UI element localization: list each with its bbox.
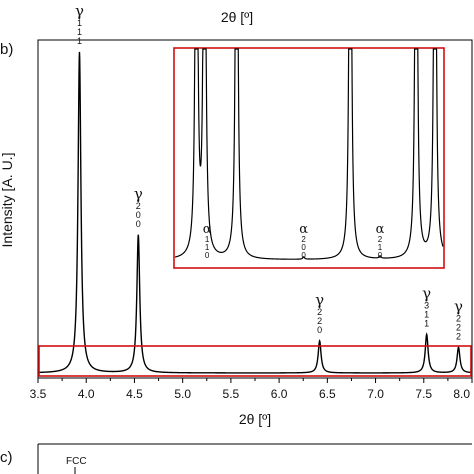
- peak-hkl-digit: 2: [317, 316, 322, 326]
- y-axis-label: Intensity [A. U.]: [0, 153, 15, 248]
- inset-hkl-digit: 0: [378, 251, 383, 260]
- peak-phase-label: γ: [315, 291, 324, 309]
- x-tick-label: 4.5: [126, 387, 143, 401]
- inset-hkl-digit: 0: [301, 251, 306, 260]
- peak-phase-label: γ: [454, 297, 463, 315]
- peak-hkl-digit: 2: [456, 313, 461, 323]
- inset-hkl-digit: 1: [378, 243, 383, 252]
- peak-hkl-digit: 2: [136, 201, 141, 211]
- xrd-pattern-line: [38, 51, 473, 374]
- x-tick-label: 5.0: [174, 387, 191, 401]
- peak-hkl-digit: 2: [456, 322, 461, 332]
- x-tick-label: 6.5: [319, 387, 336, 401]
- peak-phase-label: γ: [422, 284, 431, 302]
- peak-phase-label: γ: [134, 185, 143, 203]
- peak-hkl-digit: 1: [424, 309, 429, 319]
- x-tick-label: 5.5: [223, 387, 240, 401]
- inset-frame: [173, 47, 445, 269]
- inset-phase-label: α: [299, 222, 308, 237]
- peak-hkl-digit: 0: [136, 210, 141, 220]
- panel-c-fcc-label: FCC: [66, 456, 87, 467]
- inset-hkl-digit: 0: [301, 243, 306, 252]
- peak-hkl-digit: 1: [77, 18, 82, 28]
- peak-phase-label: γ: [75, 2, 84, 20]
- x-tick-label: 4.0: [78, 387, 95, 401]
- inset-hkl-digit: 0: [205, 251, 210, 260]
- inset-hkl-digit: 2: [301, 235, 306, 244]
- x-tick-label: 8.0: [453, 387, 470, 401]
- zoom-region-box: [38, 345, 472, 377]
- peak-hkl-digit: 1: [77, 27, 82, 37]
- peak-hkl-digit: 0: [317, 325, 322, 335]
- peak-hkl-digit: 2: [456, 331, 461, 341]
- panel-c-label: c): [0, 449, 13, 466]
- panel-b-label: b): [0, 41, 13, 58]
- inset-hkl-digit: 1: [205, 243, 210, 252]
- inset-pattern-line: [174, 48, 444, 260]
- x-tick-label: 7.5: [415, 387, 432, 401]
- x-tick-label: 7.0: [367, 387, 384, 401]
- x-axis-title: 2θ [º]: [239, 411, 271, 427]
- x-axis-ticks: 3.5 4.0 4.5 5.0 5.5 6.0 6.5 7.0 7.5 8.0: [30, 378, 473, 401]
- peak-hkl-digit: 2: [317, 307, 322, 317]
- peak-hkl-digit: 1: [424, 318, 429, 328]
- x-tick-label: 3.5: [30, 387, 47, 401]
- peak-hkl-digit: 0: [136, 219, 141, 229]
- inset-phase-label: α: [376, 222, 385, 237]
- top-x-axis-title: 2θ [º]: [221, 9, 253, 25]
- peak-hkl-digit: 3: [424, 300, 429, 310]
- peak-hkl-digit: 1: [77, 36, 82, 46]
- inset-phase-label: α: [203, 222, 212, 237]
- x-tick-label: 6.0: [271, 387, 288, 401]
- inset-hkl-digit: 2: [378, 235, 383, 244]
- inset-hkl-digit: 1: [205, 235, 210, 244]
